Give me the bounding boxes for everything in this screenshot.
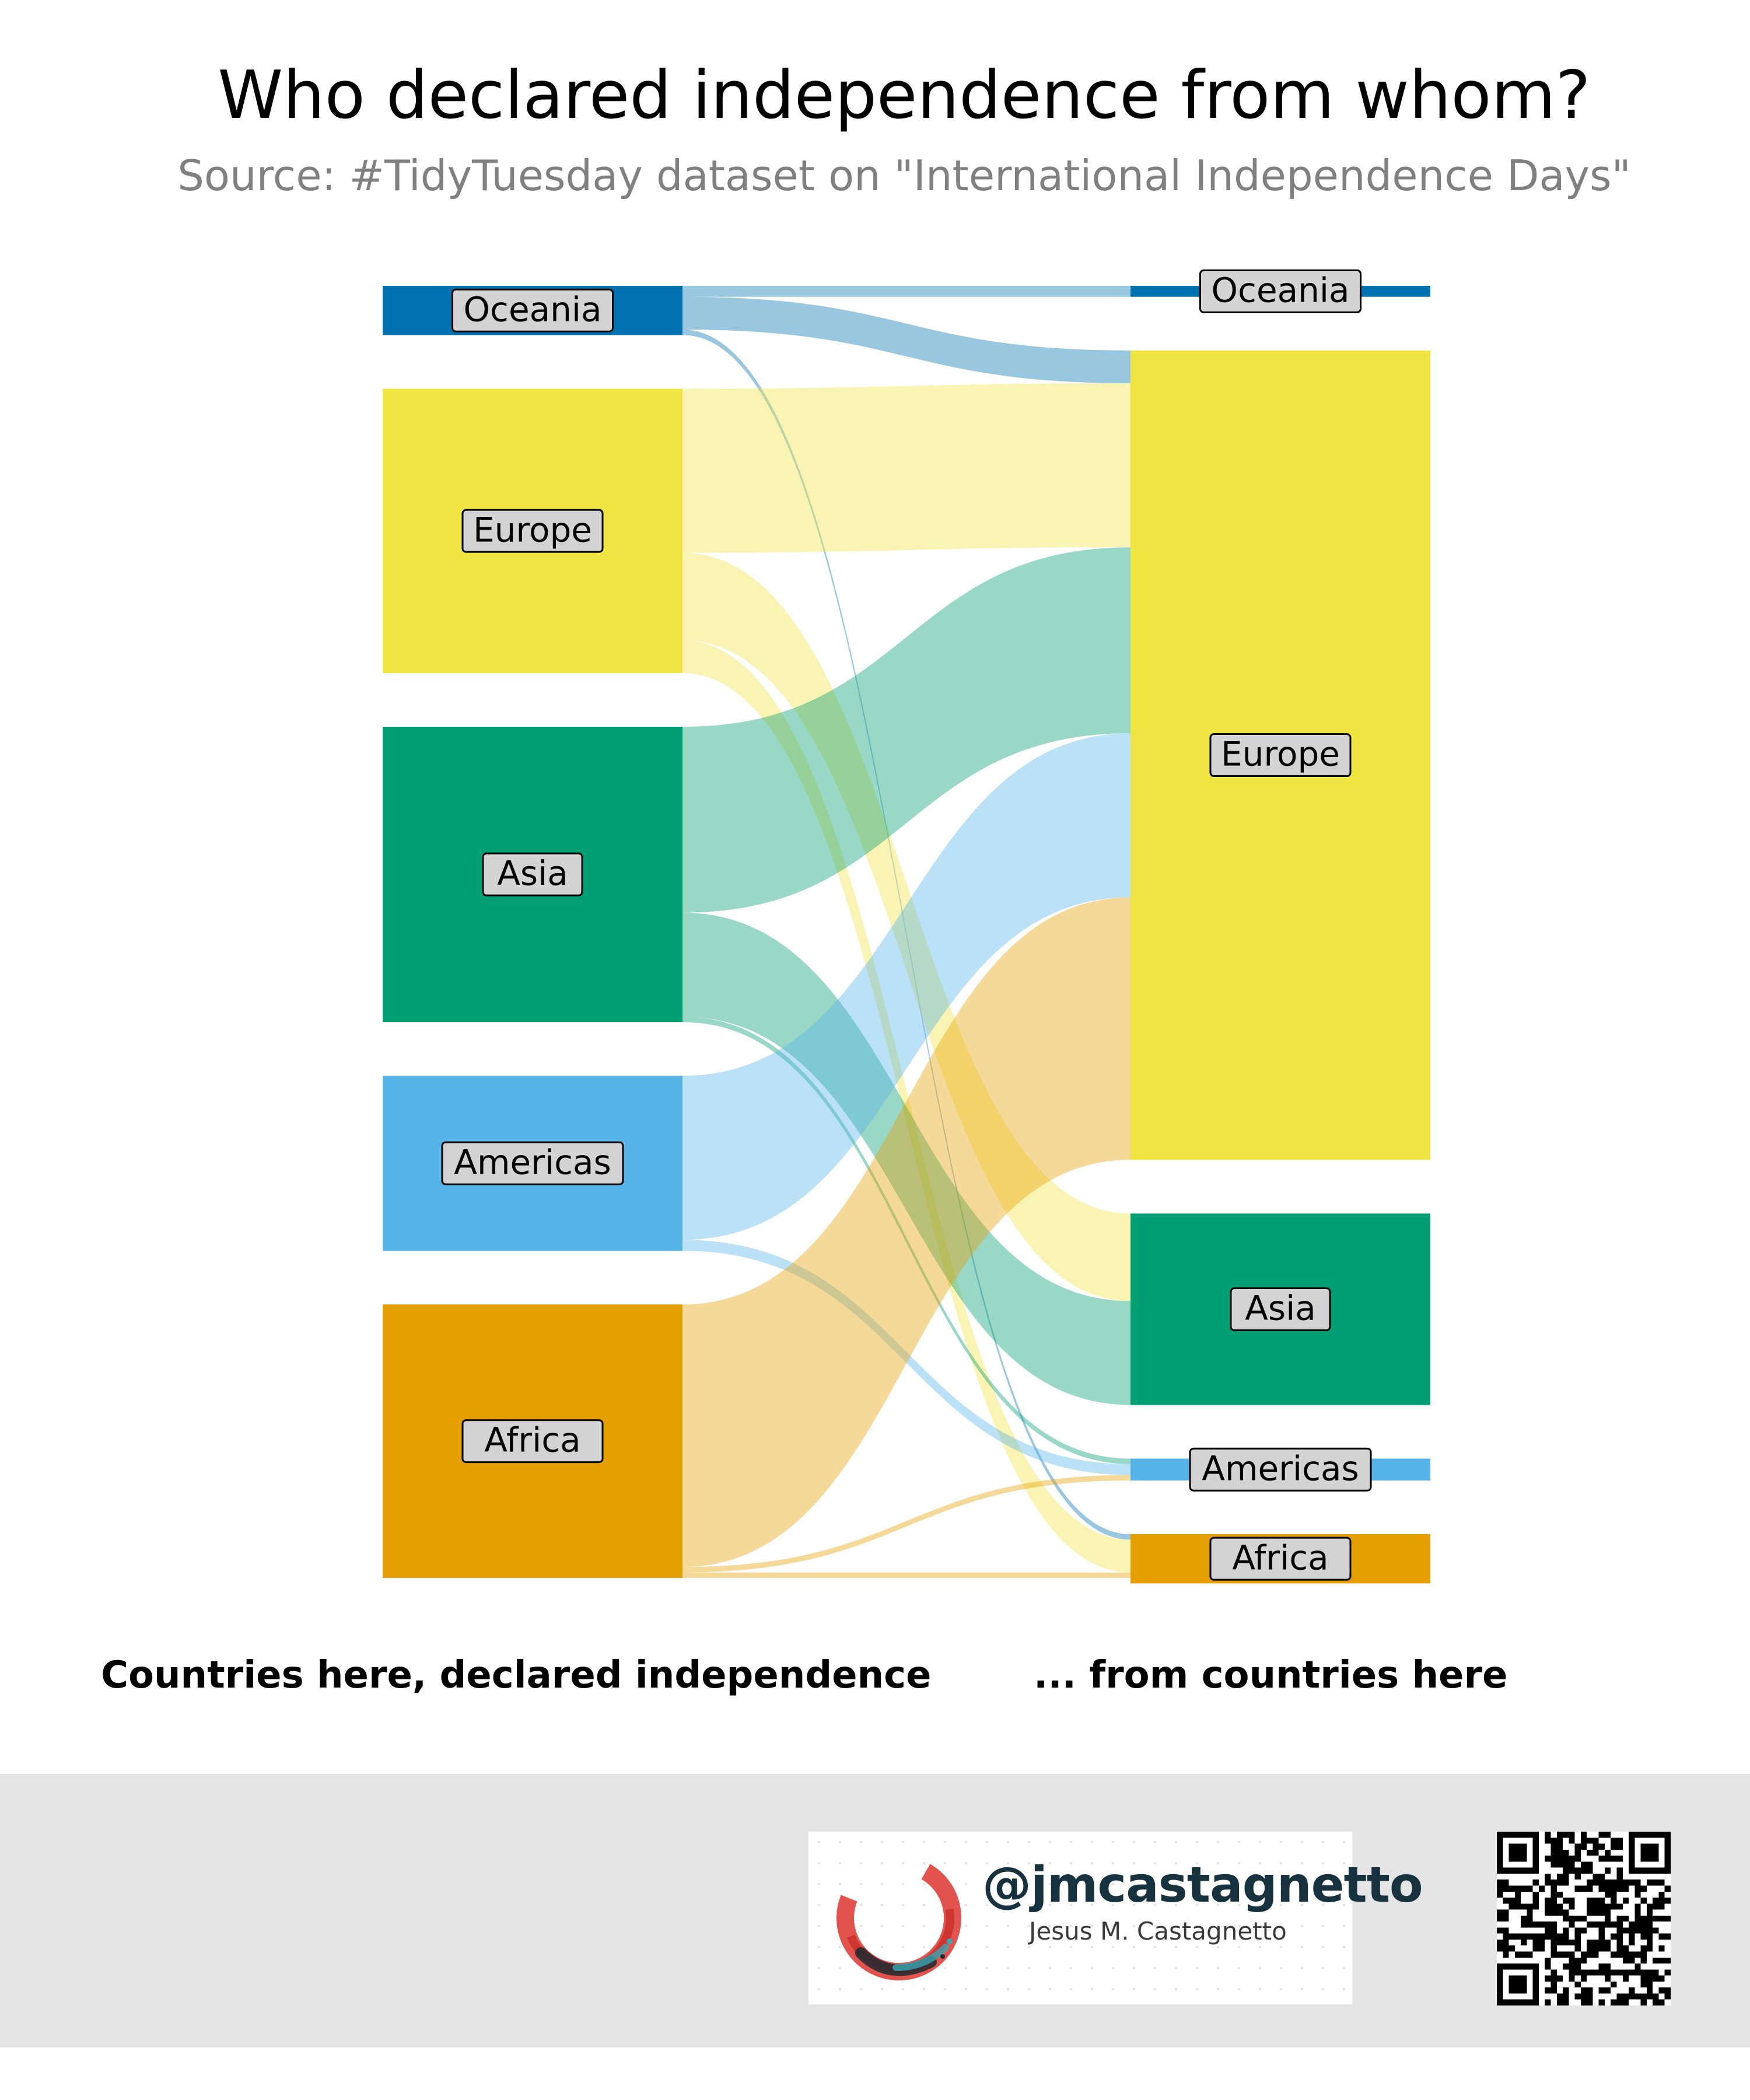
flow-americas-to-europe	[682, 733, 1130, 1240]
svg-text:Africa: Africa	[1232, 1538, 1328, 1577]
svg-text:Europe: Europe	[473, 510, 592, 550]
right-node-label-oceania: Oceania	[1199, 269, 1362, 313]
author-logo-card: @jmcastagnetto Jesus M. Castagnetto	[808, 1832, 1423, 2004]
svg-text:Oceania: Oceania	[1211, 270, 1349, 310]
right-node-label-europe: Europe	[1209, 733, 1352, 778]
brush-ring-logo-icon	[836, 1856, 961, 1980]
flows-layer	[682, 286, 1130, 1578]
flow-oceania-to-europe	[682, 296, 1130, 384]
flow-oceania-to-oceania	[682, 286, 1130, 297]
flow-europe-to-asia	[682, 552, 1130, 1301]
flow-asia-to-europe	[682, 547, 1130, 913]
svg-text:Americas: Americas	[454, 1142, 611, 1182]
flow-africa-to-americas	[682, 1475, 1130, 1573]
flow-europe-to-africa	[682, 640, 1130, 1573]
left-node-label-oceania: Oceania	[452, 288, 614, 332]
flow-europe-to-europe	[682, 383, 1130, 553]
chart-subtitle: Source: #TidyTuesday dataset on "Interna…	[177, 151, 1631, 200]
left-node-label-americas: Americas	[441, 1141, 624, 1185]
flow-asia-to-asia	[682, 912, 1130, 1405]
left-node-label-africa: Africa	[461, 1419, 604, 1464]
author-name: Jesus M. Castagnetto	[1029, 1917, 1287, 1945]
flow-americas-to-americas	[682, 1240, 1130, 1475]
right-axis-caption: ... from countries here	[1034, 1654, 1508, 1697]
svg-text:Oceania: Oceania	[463, 289, 601, 329]
left-axis-caption: Countries here, declared independence	[101, 1654, 932, 1697]
svg-text:Asia: Asia	[497, 853, 568, 893]
svg-text:Europe: Europe	[1221, 734, 1340, 774]
flow-africa-to-europe	[682, 897, 1130, 1567]
svg-text:Africa: Africa	[484, 1420, 580, 1460]
right-node-label-asia: Asia	[1230, 1287, 1331, 1331]
right-node-label-americas: Americas	[1189, 1447, 1372, 1492]
flow-asia-to-americas	[682, 1016, 1130, 1464]
left-node-label-asia: Asia	[482, 852, 583, 897]
author-handle: @jmcastagnetto	[982, 1856, 1423, 1913]
flow-oceania-to-africa	[682, 330, 1130, 1540]
svg-text:Asia: Asia	[1245, 1289, 1316, 1328]
right-node-label-africa: Africa	[1209, 1536, 1352, 1581]
flow-africa-to-africa	[682, 1572, 1130, 1578]
svg-text:Americas: Americas	[1202, 1448, 1359, 1488]
left-node-label-europe: Europe	[461, 509, 604, 553]
chart-title: Who declared independence from whom?	[218, 57, 1591, 134]
labels-layer: Oceania Europe Asia Americas Africa Oceania Eu…	[441, 269, 1372, 1581]
sankey-diagram: Oceania Europe Asia Americas Africa Oceania Eu…	[383, 269, 1430, 1584]
qr-code-icon	[1497, 1832, 1671, 2006]
